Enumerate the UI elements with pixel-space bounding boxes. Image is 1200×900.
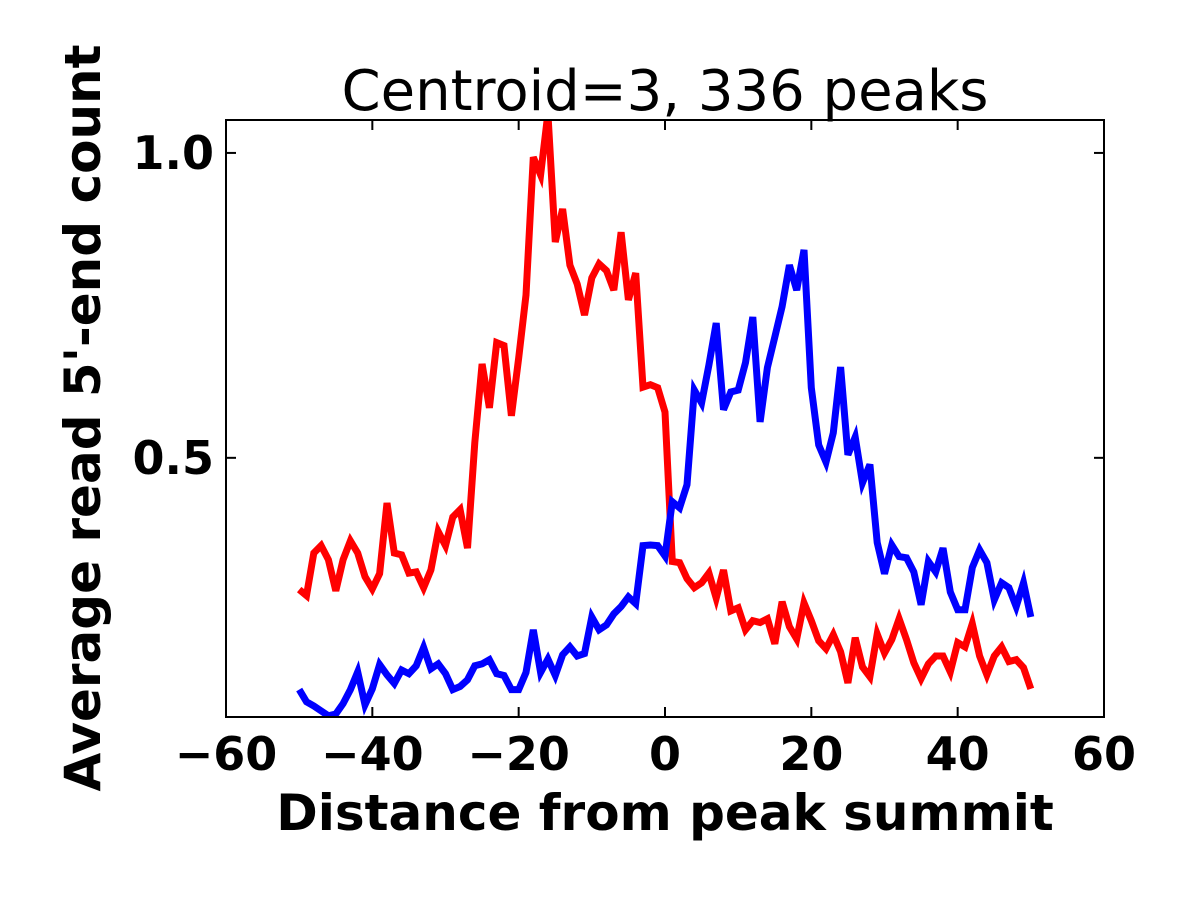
- x-tick-label: 60: [1072, 727, 1136, 781]
- x-tick-label: 20: [779, 727, 843, 781]
- y-tick-label: 1.0: [133, 126, 215, 180]
- x-tick-label: 0: [649, 727, 681, 781]
- x-tick-label: −20: [467, 727, 570, 781]
- series-group: [296, 120, 1035, 717]
- x-tick-label: 40: [926, 727, 990, 781]
- series-line-red: [296, 120, 1035, 691]
- axis-ticks: −60 −40 −20 0 20 40 60 0.5 1.0: [133, 120, 1136, 781]
- y-tick-label: 0.5: [133, 431, 215, 485]
- x-tick-label: −60: [175, 727, 278, 781]
- x-axis-label: Distance from peak summit: [276, 784, 1054, 842]
- y-axis-label: Average read 5'-end count: [54, 44, 112, 791]
- series-line-blue: [296, 249, 1035, 717]
- x-tick-label: −40: [321, 727, 424, 781]
- chart-title: Centroid=3, 336 peaks: [342, 59, 989, 124]
